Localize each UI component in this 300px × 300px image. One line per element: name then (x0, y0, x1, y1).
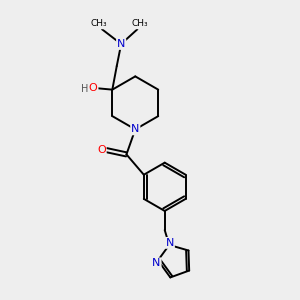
Text: O: O (97, 145, 106, 155)
Text: N: N (131, 124, 140, 134)
Text: N: N (117, 39, 125, 49)
Text: H: H (81, 84, 88, 94)
Text: N: N (152, 258, 161, 268)
Text: CH₃: CH₃ (132, 20, 148, 28)
Text: N: N (166, 238, 174, 248)
Text: O: O (89, 83, 98, 93)
Text: CH₃: CH₃ (91, 20, 107, 28)
